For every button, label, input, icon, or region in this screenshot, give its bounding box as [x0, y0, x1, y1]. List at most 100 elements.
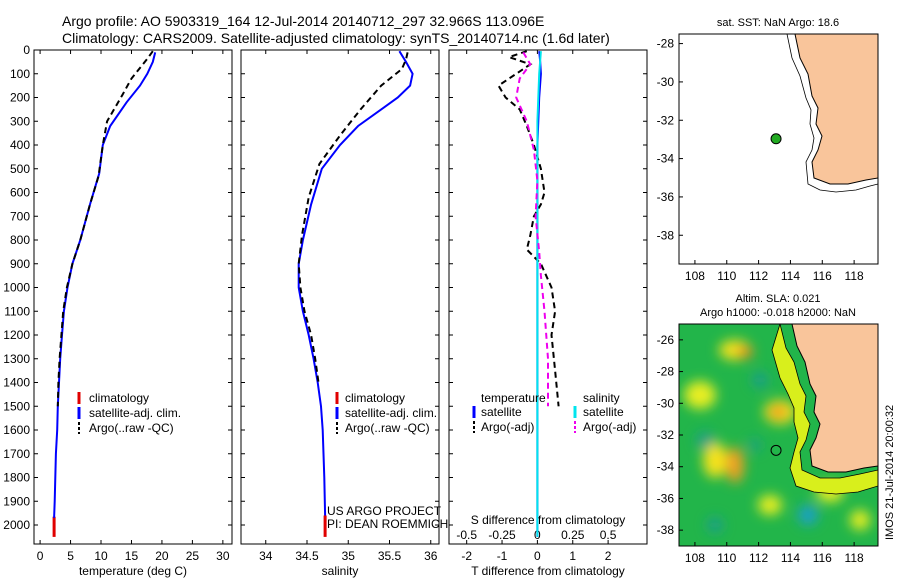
legend-header-salinity: salinity: [583, 391, 620, 405]
difference-legend: temperature salinity satellite Argo(-adj…: [472, 391, 636, 434]
map-x-tick-label: 118: [845, 551, 864, 565]
y-tick-label: 700: [10, 209, 30, 223]
y-tick-label: 800: [10, 233, 30, 247]
series-argo-raw-qc-: [56, 50, 154, 407]
legend-label-s-argo: Argo(-adj): [583, 420, 636, 434]
map-x-tick-label: 108: [685, 269, 705, 283]
y-tick-label: 1400: [3, 376, 30, 390]
x-tick-label: 2: [605, 549, 612, 563]
s-difference-label: S difference from climatology: [471, 513, 626, 527]
map-x-tick-label: 114: [781, 551, 800, 565]
sla-blob: [850, 510, 870, 530]
australia-land: [794, 33, 879, 185]
sla-blob: [737, 346, 753, 358]
legend-label-satellite: satellite-adj. clim.: [345, 406, 437, 420]
sla-blob: [770, 406, 786, 418]
map-x-tick-label: 116: [813, 551, 832, 565]
t-difference-xlabel: T difference from climatology: [471, 564, 625, 578]
map-x-tick-label: 118: [845, 269, 864, 283]
imos-timestamp: IMOS 21-Jul-2014 20:00:32: [884, 405, 896, 540]
sla-blob: [752, 372, 768, 388]
x-tick-label: 20: [155, 549, 169, 563]
x-tick-label: 5: [67, 549, 74, 563]
map-y-tick-label: -32: [657, 113, 675, 127]
shelf-contour: [786, 33, 879, 193]
y-tick-label: 400: [10, 138, 30, 152]
sla-map-panel: Altim. SLA: 0.021 Argo h1000: -0.018 h20…: [657, 293, 879, 565]
australia-land: [791, 324, 878, 473]
map-y-tick-label: -38: [657, 523, 675, 537]
salinity-xlabel: salinity: [322, 564, 359, 578]
argo-float-marker: [770, 133, 782, 145]
x-tick-label: 35.5: [378, 549, 402, 563]
y-tick-label: 1700: [3, 447, 30, 461]
map-x-tick-label: 110: [717, 269, 736, 283]
map-y-tick-label: -34: [657, 460, 675, 474]
sla-map-ticks: 108 110 112 114 116 118 -26 -28 -30 -32 -34 -36 -38: [657, 333, 864, 565]
sla-map-title-2: Argo h1000: -0.018 h2000: NaN: [700, 307, 856, 319]
map-x-tick-label: 110: [717, 551, 736, 565]
header-line-2: Climatology: CARS2009. Satellite-adjuste…: [62, 30, 610, 46]
y-tick-label: 1200: [3, 328, 30, 342]
coastal-band: [771, 324, 878, 495]
x-tick-label: 10: [94, 549, 108, 563]
x-tick-label: -1: [497, 549, 508, 563]
sla-blob: [684, 381, 716, 409]
temperature-x-axis: 0 5 10 15 20 25 30: [37, 50, 230, 563]
y-tick-label: 1900: [3, 494, 30, 508]
map-y-tick-label: -32: [657, 428, 675, 442]
temperature-axes: [33, 49, 233, 545]
map-y-tick-label: -36: [657, 491, 675, 505]
sla-blob: [798, 505, 818, 525]
x-tick-label: 1: [569, 549, 576, 563]
y-tick-label: 1100: [4, 304, 30, 318]
series-argo-raw-qc-: [297, 52, 409, 383]
map-y-tick-label: -28: [657, 365, 675, 379]
series-temperature-argo-adj-: [497, 50, 560, 407]
salinity-x-axis: 34 34.5 35 35.5 36: [259, 50, 438, 563]
sla-blobs: [684, 340, 870, 533]
legend-label-argo: Argo(..raw -QC): [89, 421, 174, 435]
x-tick-label: 34: [259, 549, 273, 563]
series-salinity-argo-adj-: [515, 51, 549, 407]
s-tick-label: 0.25: [561, 528, 585, 542]
map-y-tick-label: -28: [657, 37, 675, 51]
map-y-tick-label: -34: [657, 152, 675, 166]
sla-blob: [726, 447, 744, 483]
temperature-legend: climatology satellite-adj. clim. Argo(..…: [77, 391, 181, 435]
series-salinity-satellite: [536, 51, 542, 537]
legend-label-climatology: climatology: [345, 391, 405, 405]
legend-label-satellite: satellite-adj. clim.: [89, 406, 181, 420]
salinity-axes: [240, 49, 440, 545]
sla-blob: [749, 439, 761, 451]
salinity-y-ticks: [241, 49, 439, 526]
x-tick-label: 34.5: [295, 549, 319, 563]
x-tick-label: 36: [424, 549, 438, 563]
sst-map-ticks: 108 110 112 114 116 118 -28 -30 -32 -34 -36 -38: [657, 37, 864, 283]
salinity-series: [297, 50, 414, 537]
map-y-tick-label: -26: [657, 333, 675, 347]
x-tick-label: 35: [342, 549, 356, 563]
map-x-tick-label: 116: [813, 269, 832, 283]
difference-x-axis: -2 -1 0 1 2-0.5 -0.25 0 0.25 0.5: [456, 50, 617, 563]
y-tick-label: 1600: [3, 423, 30, 437]
x-tick-label: -2: [461, 549, 472, 563]
legend-label-s-satellite: satellite: [583, 405, 624, 419]
sla-map-title-1: Altim. SLA: 0.021: [736, 293, 821, 305]
header-line-1: Argo profile: AO 5903319_164 12-Jul-2014…: [62, 13, 544, 29]
legend-header-temperature: temperature: [481, 391, 546, 405]
project-annotation: US ARGO PROJECT: [327, 504, 442, 518]
map-y-tick-label: -38: [657, 228, 675, 242]
y-tick-label: 1000: [3, 281, 30, 295]
difference-y-ticks: [449, 49, 647, 526]
map-y-tick-label: -30: [657, 396, 675, 410]
map-x-tick-label: 114: [781, 269, 800, 283]
sla-blob: [758, 495, 782, 515]
y-tick-label: 0: [23, 43, 30, 57]
temperature-panel: 0100200300400500600700800900100011001200…: [3, 43, 233, 578]
argo-float-marker: [770, 444, 782, 456]
legend-label-t-satellite: satellite: [481, 405, 522, 419]
s-tick-label: -0.25: [488, 528, 516, 542]
salinity-panel: 34 34.5 35 35.5 36 salinity climatology sate…: [240, 49, 448, 578]
